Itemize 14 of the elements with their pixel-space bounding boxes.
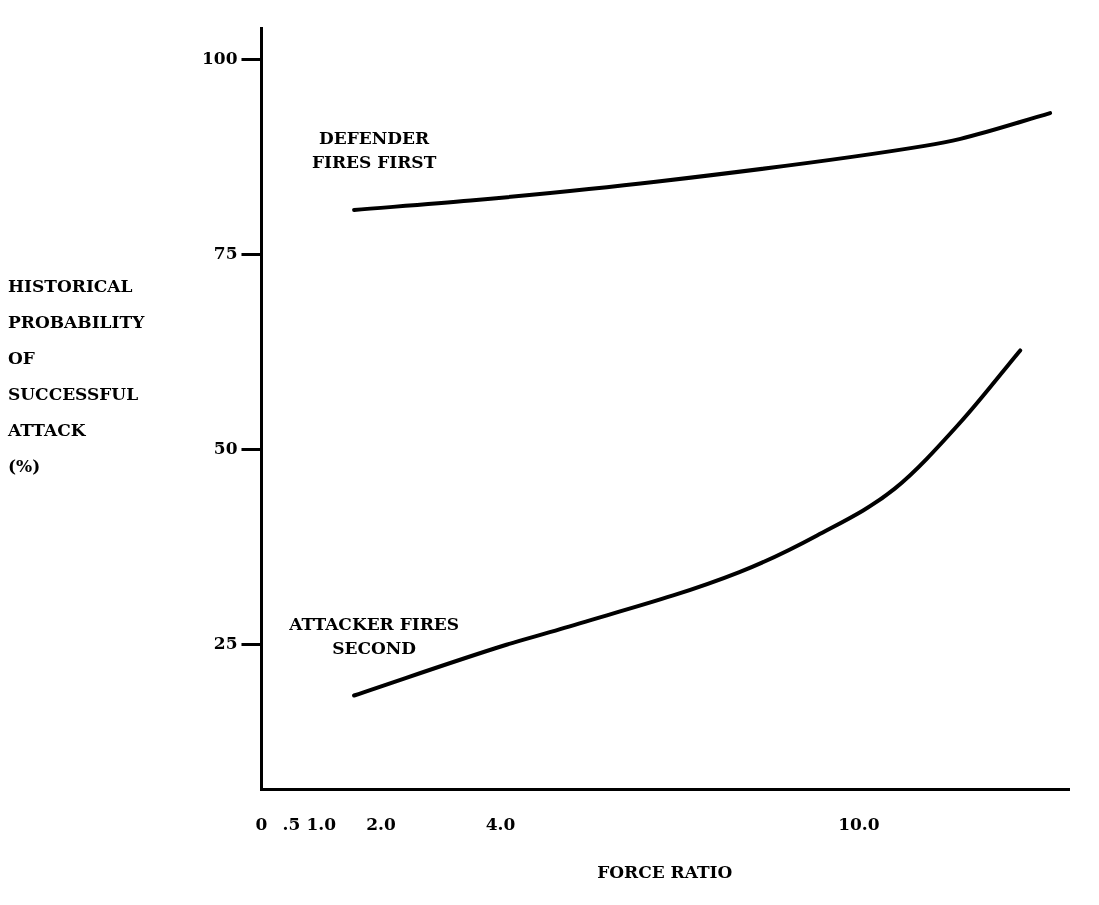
x-tick-label: 2.0 bbox=[366, 813, 396, 834]
legend-label: ATTACKER FIRES SECOND bbox=[288, 613, 460, 658]
x-tick-label: 1.0 bbox=[306, 813, 337, 834]
y-tick-label: 100 bbox=[201, 47, 238, 68]
x-tick-label: 0 bbox=[255, 813, 268, 834]
x-tick-label: .5 bbox=[282, 813, 301, 834]
y-tick-label: 25 bbox=[213, 633, 238, 654]
x-axis-title: FORCE RATIO bbox=[597, 862, 733, 883]
x-tick-label: 10.0 bbox=[838, 813, 880, 834]
x-tick-label: 4.0 bbox=[485, 813, 516, 834]
series-label: DEFENDER FIRES FIRST bbox=[311, 127, 437, 172]
y-tick-label: 75 bbox=[213, 242, 238, 263]
y-tick-label: 50 bbox=[213, 438, 238, 459]
y-axis-title: HISTORICAL PROBABILITY OF SUCCESSFUL ATTACK (%) bbox=[8, 275, 146, 478]
